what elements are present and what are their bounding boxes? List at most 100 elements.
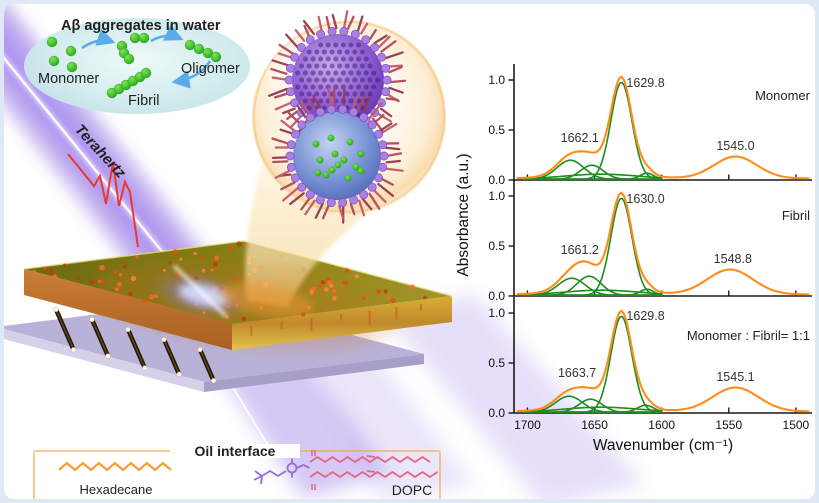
lipid-head <box>286 162 296 172</box>
lipid-tail <box>304 199 316 216</box>
lipid-head <box>379 151 389 161</box>
lipid-tail <box>321 204 330 220</box>
beam-impact-glow <box>150 264 254 318</box>
peptide-dot <box>340 156 348 164</box>
membrane-dot <box>318 42 324 48</box>
lipid-head <box>327 26 337 36</box>
membrane-dot <box>375 77 381 83</box>
x-tick-label: 1600 <box>648 418 675 432</box>
membrane-dot <box>306 105 312 111</box>
lipid-head <box>349 195 359 205</box>
lipid-tail <box>271 76 288 81</box>
membrane-dot <box>321 77 327 83</box>
membrane-dot <box>318 84 324 90</box>
lipid-tail <box>368 192 381 210</box>
droplet <box>241 316 247 321</box>
antenna-rod-highlight <box>199 349 215 381</box>
membrane-dot <box>359 63 365 69</box>
peptide-dot <box>316 156 324 164</box>
dopc-structure <box>253 450 438 490</box>
y-tick-label: 0.5 <box>488 123 505 137</box>
droplet <box>327 280 332 285</box>
lipid-tail <box>342 88 346 108</box>
spectrum-panel: 1.0 0.5 0.0 1700 1650 1600 1550 1500 1663.7 1629.… <box>488 297 812 432</box>
droplet <box>90 280 95 285</box>
membrane-dot <box>359 91 365 97</box>
choline-head <box>253 469 287 485</box>
membrane-dot <box>337 49 343 55</box>
droplet <box>410 284 415 289</box>
lipid-tail <box>384 167 404 172</box>
peptide-dot <box>352 163 360 171</box>
droplet <box>98 279 102 283</box>
membrane-dot <box>310 84 316 90</box>
edge-drip-streaks <box>250 303 422 337</box>
y-axis-title: Absorbance (a.u.) <box>455 153 472 276</box>
oligomer-dot <box>210 51 222 63</box>
droplet <box>113 270 118 275</box>
antenna-endpoint <box>89 316 95 323</box>
droplet <box>232 277 238 282</box>
membrane-dot <box>314 91 320 97</box>
lipid-head <box>378 140 388 150</box>
droplet <box>376 289 382 295</box>
lipid-tail <box>277 52 293 59</box>
membrane-dot <box>348 56 354 62</box>
membrane-dot <box>318 70 324 76</box>
lipid-heads-bottom <box>285 104 389 208</box>
droplet <box>128 291 133 297</box>
membrane-dot <box>344 49 350 55</box>
lipid-tail <box>385 146 401 151</box>
oligomer-dot <box>193 43 205 55</box>
droplet <box>354 274 359 279</box>
antenna-endpoint <box>70 347 77 353</box>
membrane-dot <box>340 56 346 62</box>
lipid-tail <box>373 34 388 45</box>
arrow-oligomer-to-fibril <box>171 60 212 89</box>
peptide-dot <box>314 169 322 177</box>
droplet <box>52 274 58 280</box>
peptide-dot <box>322 171 330 179</box>
droplet <box>135 255 139 259</box>
membrane-dot <box>314 63 320 69</box>
arrow-monomer-to-oligomer-1 <box>81 28 116 50</box>
fit-component-curve <box>523 173 663 180</box>
fit-component-curve <box>523 406 663 413</box>
lipid-head <box>367 120 377 130</box>
droplet <box>33 269 36 273</box>
membrane-dot <box>314 49 320 55</box>
fibril-dot <box>140 67 152 79</box>
oligomer-dot <box>184 39 196 51</box>
phosphate-bonds <box>291 458 310 478</box>
lipid-tail <box>387 64 403 68</box>
membrane-dot <box>356 56 362 62</box>
lipid-tail <box>380 107 393 118</box>
lipid-tail <box>361 97 371 115</box>
lipid-tail <box>378 122 393 132</box>
peptide-dot <box>328 166 336 174</box>
lipid-head <box>381 87 391 97</box>
funnel-spot-glow <box>218 283 314 317</box>
membrane-dot <box>340 42 346 48</box>
aggregate-dots <box>46 32 222 99</box>
lipid-tail <box>380 177 394 186</box>
lipid-head <box>290 52 300 62</box>
antenna-array <box>53 306 217 384</box>
antenna-endpoint <box>53 306 59 313</box>
membrane-dot <box>299 77 305 83</box>
lipid-tail <box>325 15 331 30</box>
lipid-head <box>374 129 384 139</box>
lipid-tail <box>317 15 323 32</box>
antenna-endpoint <box>176 371 182 377</box>
spectrum-panel: 1.0 0.5 0.0 1661.2 1630.0 1548.8 Fibril <box>488 180 812 303</box>
lipid-head <box>285 87 295 97</box>
lipid-tail <box>342 10 349 30</box>
droplet <box>149 294 155 300</box>
lipid-tail <box>274 92 289 99</box>
peptide-dot <box>346 138 354 146</box>
x-axis-title: Wavenumber (cm⁻¹) <box>593 437 733 454</box>
fibril-label: Fibril <box>128 93 159 109</box>
water-scheme-title: Aβ aggregates in water <box>61 18 221 34</box>
membrane-dot <box>363 70 369 76</box>
droplet <box>122 264 127 269</box>
